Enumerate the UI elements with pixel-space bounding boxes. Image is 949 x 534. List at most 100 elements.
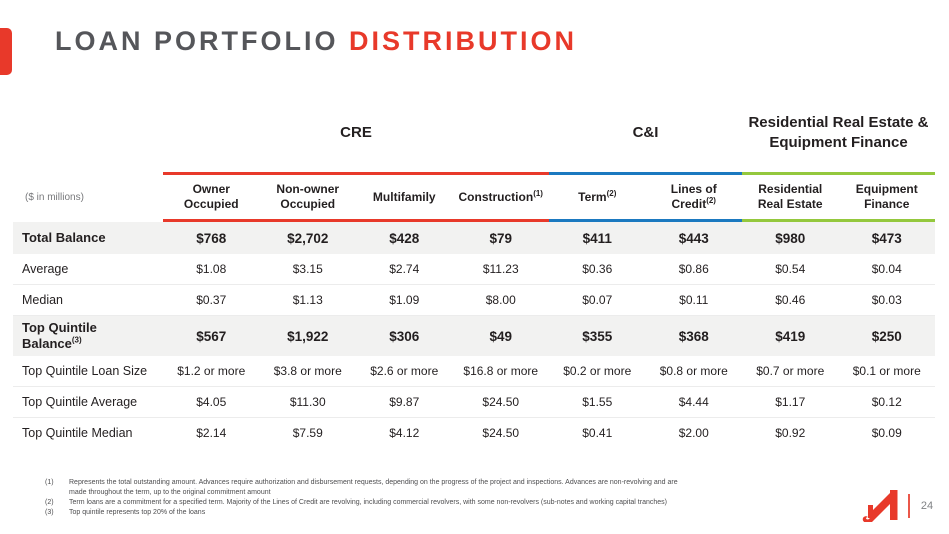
table-cell: $443 [678,230,709,246]
column-header-label: Non-owner Occupied [276,182,340,211]
table-cell: $0.92 [775,426,806,440]
table-cell: $2.14 [196,426,227,440]
table-row-median: Median $0.37 $1.13 $1.09 $8.00 $0.07 $0.… [13,285,935,316]
table-cell: $0.04 [871,262,902,276]
group-header-residential-equipment: Residential Real Estate & Equipment Fina… [748,113,929,151]
table-cell: $1,922 [287,328,329,344]
page-title: LOAN PORTFOLIO DISTRIBUTION [55,26,577,57]
table-cell: $2.6 or more [370,364,439,378]
table-cell: $11.23 [482,262,519,276]
row-label: Top Quintile Median [13,426,163,441]
table-cell: $0.1 or more [852,364,921,378]
table-cell: $355 [582,328,613,344]
table-cell: $16.8 or more [463,364,539,378]
row-label: Average [13,262,163,277]
table-row-top-quintile-average: Top Quintile Average $4.05 $11.30 $9.87 … [13,387,935,418]
table-cell: $0.41 [582,426,613,440]
footnote-ref: (2) [606,188,617,198]
table-cell: $1.09 [389,293,420,307]
table-cell: $0.46 [775,293,806,307]
row-label-text: Top Quintile Median [22,425,133,440]
page-number: 24 [920,500,934,512]
unit-label: ($ in millions) [25,191,84,203]
table-cell: $49 [489,328,513,344]
loan-portfolio-table: CRE C&I Residential Real Estate & Equipm… [13,94,935,448]
footer-divider [908,494,910,518]
column-header-label: Construction [458,189,534,204]
table-cell: $768 [196,230,227,246]
table-cell: $0.54 [775,262,806,276]
page-title-primary: LOAN PORTFOLIO [55,26,339,56]
table-cell: $3.8 or more [273,364,342,378]
column-header-label: Owner Occupied [183,182,239,211]
table-cell: $368 [678,328,709,344]
row-label-text: Top Quintile Loan Size [22,363,148,378]
table-cell: $8.00 [485,293,516,307]
table-cell: $1.2 or more [177,364,246,378]
table-cell: $4.05 [196,395,227,409]
table-cell: $4.12 [389,426,420,440]
table-cell: $428 [389,230,420,246]
table-cell: $0.2 or more [563,364,632,378]
group-header-ci: C&I [632,123,659,141]
table-cell: $980 [775,230,806,246]
column-header-construction: Construction(1) [452,172,549,222]
table-row-top-quintile-median: Top Quintile Median $2.14 $7.59 $4.12 $2… [13,418,935,448]
table-cell: $24.50 [482,426,520,440]
row-label-text: Median [22,292,63,307]
column-header-multifamily: Multifamily [356,172,453,222]
footnote-number: (1) [45,479,54,486]
table-cell: $419 [775,328,806,344]
table-cell: $11.30 [289,395,326,409]
row-label: Top Quintile Average [13,395,163,410]
group-header-row: CRE C&I Residential Real Estate & Equipm… [13,94,935,172]
footnote-number: (3) [45,509,54,517]
table-cell: $0.86 [678,262,709,276]
table-cell: $2.74 [389,262,420,276]
table-cell: $411 [582,230,612,246]
column-header-equipment-finance: Equipment Finance [838,172,935,222]
table-cell: $79 [489,230,513,246]
table-row-total-balance: Total Balance $768 $2,702 $428 $79 $411 … [13,222,935,254]
footnote-number: (2) [45,499,54,507]
footnote-text: Represents the total outstanding amount.… [69,479,678,497]
company-logo-icon [862,490,898,522]
footnote-1: (1) Represents the total outstanding amo… [45,478,745,498]
footnote-ref: (2) [706,196,716,205]
table-cell: $0.12 [871,395,902,409]
table-cell: $0.09 [871,426,902,440]
column-header-label: Term [578,189,607,204]
table-cell: $1.08 [196,262,227,276]
table-cell: $0.03 [871,293,902,307]
row-label-text: Total Balance [22,230,106,246]
page-title-accent: DISTRIBUTION [349,26,577,56]
table-cell: $1.13 [292,293,323,307]
row-label: Median [13,293,163,308]
row-label: Total Balance [13,230,163,246]
table-cell: $0.11 [679,293,709,307]
table-cell: $3.15 [292,262,323,276]
column-header-label: Equipment Finance [855,182,918,211]
footnote-ref: (3) [71,335,82,345]
footnote-ref: (1) [533,188,543,198]
footnote-3: (3) Top quintile represents top 20% of t… [45,508,745,518]
table-cell: $1.55 [582,395,613,409]
table-cell: $7.59 [292,426,323,440]
row-label-text: Top Quintile Balance [22,320,97,351]
table-cell: $0.36 [582,262,613,276]
table-cell: $2,702 [287,230,329,246]
footnote-2: (2) Term loans are a commitment for a sp… [45,498,745,508]
table-row-top-quintile-loan-size: Top Quintile Loan Size $1.2 or more $3.8… [13,356,935,387]
table-cell: $567 [196,328,227,344]
column-header-label: Residential Real Estate [757,182,823,211]
table-cell: $0.8 or more [659,364,728,378]
slide-accent-tab [0,28,12,75]
table-cell: $0.37 [196,293,227,307]
column-header-lines-of-credit: Lines of Credit(2) [645,172,742,222]
table-cell: $2.00 [678,426,709,440]
row-label-text: Top Quintile Average [22,394,138,409]
table-row-average: Average $1.08 $3.15 $2.74 $11.23 $0.36 $… [13,254,935,285]
table-cell: $4.44 [678,395,709,409]
column-header-term: Term(2) [549,172,646,222]
